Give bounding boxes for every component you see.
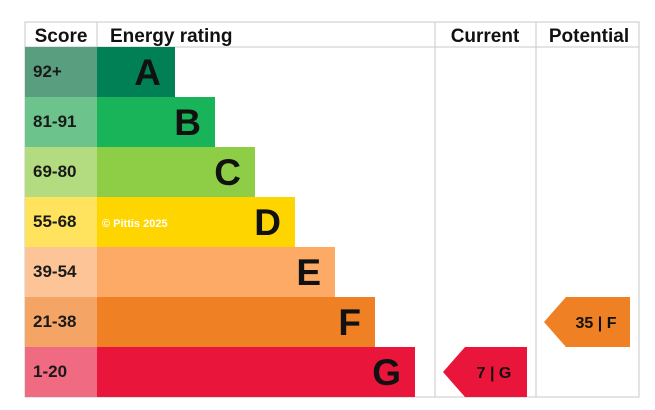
rating-arrows: 7 | G 35 | F bbox=[443, 297, 630, 397]
band-bar-f bbox=[97, 297, 375, 347]
potential-rating-arrow bbox=[544, 297, 630, 347]
score-label-b: 81-91 bbox=[33, 112, 76, 131]
band-letter-g: G bbox=[372, 352, 401, 393]
score-cell-b bbox=[25, 97, 97, 147]
score-cell-f bbox=[25, 297, 97, 347]
current-rating-arrow bbox=[443, 347, 527, 397]
score-label-e: 39-54 bbox=[33, 262, 77, 281]
band-letter-b: B bbox=[174, 102, 201, 143]
band-letter-a: A bbox=[134, 52, 161, 93]
score-cell-a bbox=[25, 47, 97, 97]
score-label-g: 1-20 bbox=[33, 362, 67, 381]
header-potential: Potential bbox=[549, 26, 629, 47]
score-label-f: 21-38 bbox=[33, 312, 76, 331]
potential-rating-arrow-label: 35 | F bbox=[576, 315, 617, 332]
band-letter-f: F bbox=[338, 302, 361, 343]
band-bar-d bbox=[97, 197, 295, 247]
band-letter-c: C bbox=[214, 152, 241, 193]
rating-bands: 92+ A 81-91 B 69-80 C 55-68 D 39-54 E 21-38 F 1-20 G bbox=[25, 47, 415, 397]
band-letter-d: D bbox=[254, 202, 281, 243]
band-letter-e: E bbox=[296, 252, 321, 293]
score-label-a: 92+ bbox=[33, 62, 62, 81]
header-current: Current bbox=[451, 26, 520, 47]
current-rating-arrow-label: 7 | G bbox=[477, 365, 512, 382]
score-label-c: 69-80 bbox=[33, 162, 76, 181]
score-cell-c bbox=[25, 147, 97, 197]
band-bar-b bbox=[97, 97, 215, 147]
band-bar-e bbox=[97, 247, 335, 297]
score-label-d: 55-68 bbox=[33, 212, 76, 231]
score-cell-d bbox=[25, 197, 97, 247]
band-bar-c bbox=[97, 147, 255, 197]
header-score: Score bbox=[35, 26, 88, 47]
band-bar-a bbox=[97, 47, 175, 97]
watermark: © Pittis 2025 bbox=[102, 218, 168, 230]
header-energy-rating: Energy rating bbox=[110, 26, 232, 47]
score-cell-g bbox=[25, 347, 97, 397]
score-cell-e bbox=[25, 247, 97, 297]
band-bar-g bbox=[97, 347, 415, 397]
